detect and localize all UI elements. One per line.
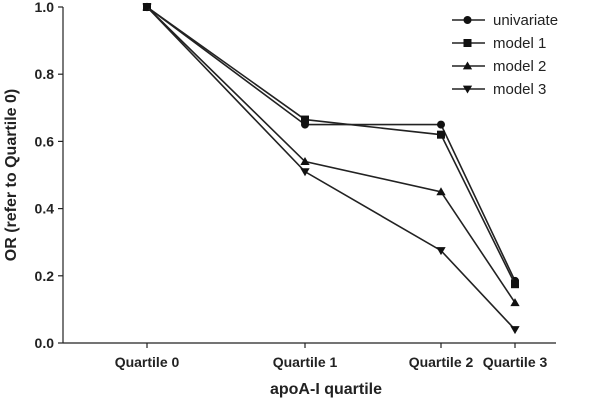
series-line bbox=[146, 6, 516, 285]
data-point bbox=[437, 120, 445, 129]
series-line bbox=[146, 6, 516, 331]
x-axis-title: apoA-I quartile bbox=[270, 381, 382, 398]
y-tick-label: 0.6 bbox=[35, 133, 55, 149]
data-point bbox=[142, 3, 152, 12]
legend-item: model 2 bbox=[452, 58, 546, 75]
legend-item: model 1 bbox=[452, 35, 546, 52]
y-axis-title: OR (refer to Quartile 0) bbox=[3, 89, 20, 261]
data-point bbox=[511, 280, 519, 289]
axes: 0.0 0.2 0.4 0.6 0.8 1.0 Quartile 0 Quartile 1 Qu… bbox=[35, 0, 556, 370]
data-point bbox=[436, 247, 446, 256]
legend-marker bbox=[463, 16, 472, 24]
series-model-2 bbox=[142, 2, 520, 307]
series-line bbox=[146, 6, 516, 282]
legend-label: model 2 bbox=[493, 58, 546, 75]
data-point bbox=[510, 298, 520, 307]
legend-item: univariate bbox=[452, 12, 558, 29]
y-tick-label: 0.0 bbox=[35, 335, 55, 351]
legend-marker bbox=[462, 85, 473, 94]
legend: univariate model 1 model 2 model 3 bbox=[452, 12, 558, 98]
series-layer bbox=[142, 2, 520, 335]
x-tick-label: Quartile 0 bbox=[115, 354, 180, 370]
legend-label: univariate bbox=[493, 12, 558, 29]
x-tick-label: Quartile 1 bbox=[273, 354, 338, 370]
legend-label: model 1 bbox=[493, 35, 546, 52]
series-line bbox=[146, 6, 516, 304]
data-point bbox=[300, 168, 310, 177]
series-model-3 bbox=[142, 3, 520, 335]
y-tick-label: 1.0 bbox=[35, 0, 55, 15]
legend-item: model 3 bbox=[452, 81, 546, 98]
legend-marker bbox=[462, 61, 473, 70]
legend-marker bbox=[463, 39, 472, 47]
y-tick-label: 0.2 bbox=[35, 268, 55, 284]
legend-label: model 3 bbox=[493, 81, 546, 98]
data-point bbox=[300, 157, 310, 165]
y-tick-label: 0.4 bbox=[35, 201, 55, 217]
data-point bbox=[436, 187, 446, 196]
x-tick-label: Quartile 3 bbox=[483, 354, 548, 370]
data-point bbox=[437, 130, 445, 139]
data-point bbox=[301, 115, 309, 124]
y-tick-label: 0.8 bbox=[35, 66, 55, 82]
x-tick-label: Quartile 2 bbox=[409, 354, 474, 370]
data-point bbox=[510, 326, 520, 335]
